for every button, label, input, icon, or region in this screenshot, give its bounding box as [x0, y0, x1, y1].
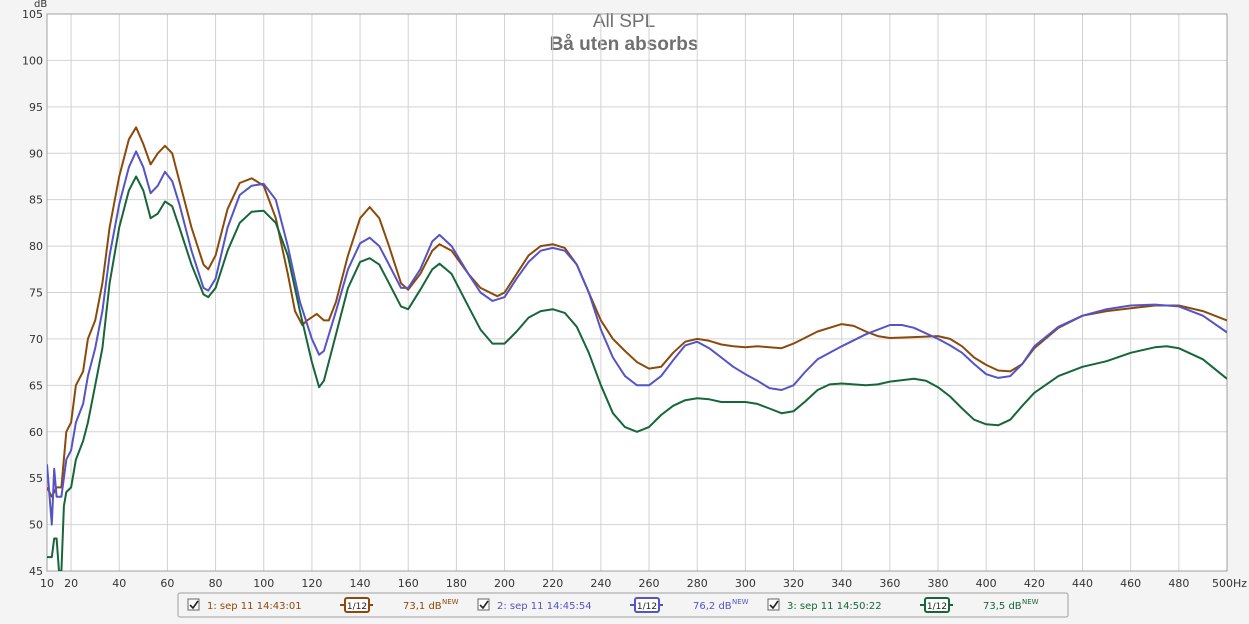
x-tick-label: 240: [590, 577, 611, 590]
legend: [177, 592, 1069, 618]
x-tick-label: 460: [1120, 577, 1141, 590]
x-tick-label: 60: [160, 577, 174, 590]
x-tick-label: 260: [639, 577, 660, 590]
y-axis-label: dB: [34, 0, 47, 10]
y-tick-label: 90: [29, 147, 43, 160]
x-tick-label: 180: [446, 577, 467, 590]
x-tick-label: 120: [301, 577, 322, 590]
legend-checkbox[interactable]: [187, 598, 200, 611]
check-mark: [189, 600, 199, 610]
x-tick-label: 320: [783, 577, 804, 590]
series-line: [47, 126, 1227, 498]
legend-name: 2: sep 11 14:45:54: [497, 601, 592, 612]
y-tick-label: 55: [29, 472, 43, 485]
x-tick-label: 40: [112, 577, 126, 590]
y-tick-label: 85: [29, 194, 43, 207]
x-tick-label: 500Hz: [1212, 577, 1247, 590]
legend-smoothing: 1/12: [347, 602, 367, 612]
y-tick-label: 100: [22, 54, 43, 67]
y-tick-label: 80: [29, 240, 43, 253]
x-tick-label: 20: [64, 577, 78, 590]
x-tick-label: 160: [398, 577, 419, 590]
y-tick-label: 45: [29, 565, 43, 578]
legend-badge: NEW: [1022, 598, 1039, 606]
x-tick-label: 220: [542, 577, 563, 590]
legend-badge: NEW: [732, 598, 749, 606]
legend-level: 73,1 dB: [403, 601, 442, 612]
legend-name: 3: sep 11 14:50:22: [787, 601, 882, 612]
chart-title: All SPL: [593, 11, 655, 32]
check-mark: [769, 600, 779, 610]
legend-checkbox[interactable]: [477, 598, 490, 611]
check-mark: [479, 600, 489, 610]
series-line: [47, 175, 1227, 571]
legend-smoothing: 1/12: [637, 602, 657, 612]
series-line: [47, 150, 1227, 526]
x-tick-label: 380: [928, 577, 949, 590]
x-tick-label: 480: [1168, 577, 1189, 590]
legend-smoothing-box[interactable]: [634, 597, 660, 613]
legend-name: 1: sep 11 14:43:01: [207, 601, 302, 612]
x-tick-label: 80: [209, 577, 223, 590]
y-tick-label: 105: [22, 8, 43, 21]
x-tick-label: 340: [831, 577, 852, 590]
x-tick-label: 200: [494, 577, 515, 590]
y-tick-label: 75: [29, 287, 43, 300]
y-tick-label: 70: [29, 333, 43, 346]
x-tick-label: 420: [1024, 577, 1045, 590]
x-tick-label: 300: [735, 577, 756, 590]
series-group: [47, 126, 1227, 571]
x-tick-label: 440: [1072, 577, 1093, 590]
x-tick-label: 100: [253, 577, 274, 590]
x-tick-label: 280: [687, 577, 708, 590]
plot-area: [46, 13, 1228, 572]
x-tick-label: 400: [976, 577, 997, 590]
x-tick-label: 360: [879, 577, 900, 590]
y-tick-label: 50: [29, 519, 43, 532]
chart-subtitle: Bå uten absorbs: [550, 34, 699, 55]
x-tick-label: 10: [40, 577, 54, 590]
legend-checkbox[interactable]: [767, 598, 780, 611]
legend-badge: NEW: [442, 598, 459, 606]
legend-smoothing: 1/12: [927, 602, 947, 612]
y-tick-label: 95: [29, 101, 43, 114]
x-tick-label: 140: [350, 577, 371, 590]
y-tick-label: 60: [29, 426, 43, 439]
legend-level: 76,2 dB: [693, 601, 732, 612]
y-tick-label: 65: [29, 379, 43, 392]
legend-smoothing-box[interactable]: [344, 597, 370, 613]
legend-level: 73,5 dB: [983, 601, 1022, 612]
legend-smoothing-box[interactable]: [924, 597, 950, 613]
